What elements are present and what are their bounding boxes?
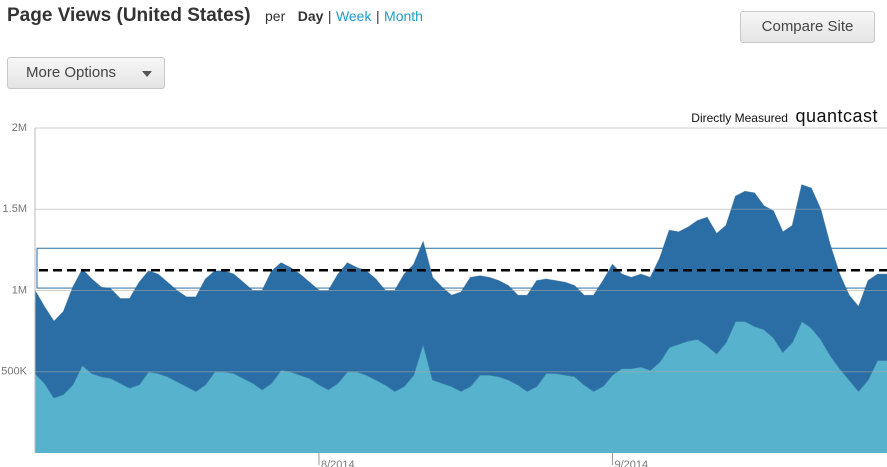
area — [35, 184, 887, 398]
header: Page Views (United States) per Day | Wee… — [7, 5, 423, 27]
compare-button[interactable]: Compare Site — [740, 11, 875, 43]
per-label: per — [265, 8, 286, 24]
x-tick-label: 8/2014 — [321, 459, 355, 467]
more-options-label: More Options — [26, 64, 117, 81]
compare-label: Compare Site — [761, 18, 854, 35]
y-tick-label: 1.5M — [3, 203, 27, 215]
brand-logo: quantcast — [795, 106, 878, 126]
week-link[interactable]: Week — [335, 8, 372, 24]
day-link[interactable]: Day — [297, 8, 324, 24]
x-tick-label: 9/2014 — [614, 459, 648, 467]
area — [35, 321, 887, 453]
y-tick-label: 500K — [1, 366, 27, 378]
separator: | — [375, 8, 380, 24]
measured-label: Directly Measured — [691, 111, 788, 125]
separator: | — [327, 8, 332, 24]
page-title: Page Views (United States) — [7, 5, 251, 26]
reference-band — [36, 247, 887, 289]
month-link[interactable]: Month — [384, 8, 423, 24]
more-options-button[interactable]: More Options — [7, 57, 165, 89]
source-note: Directly Measured quantcast — [691, 106, 878, 127]
y-tick-label: 2M — [12, 122, 27, 134]
dropdown-arrow — [142, 71, 152, 77]
y-tick-label: 1M — [12, 284, 27, 296]
